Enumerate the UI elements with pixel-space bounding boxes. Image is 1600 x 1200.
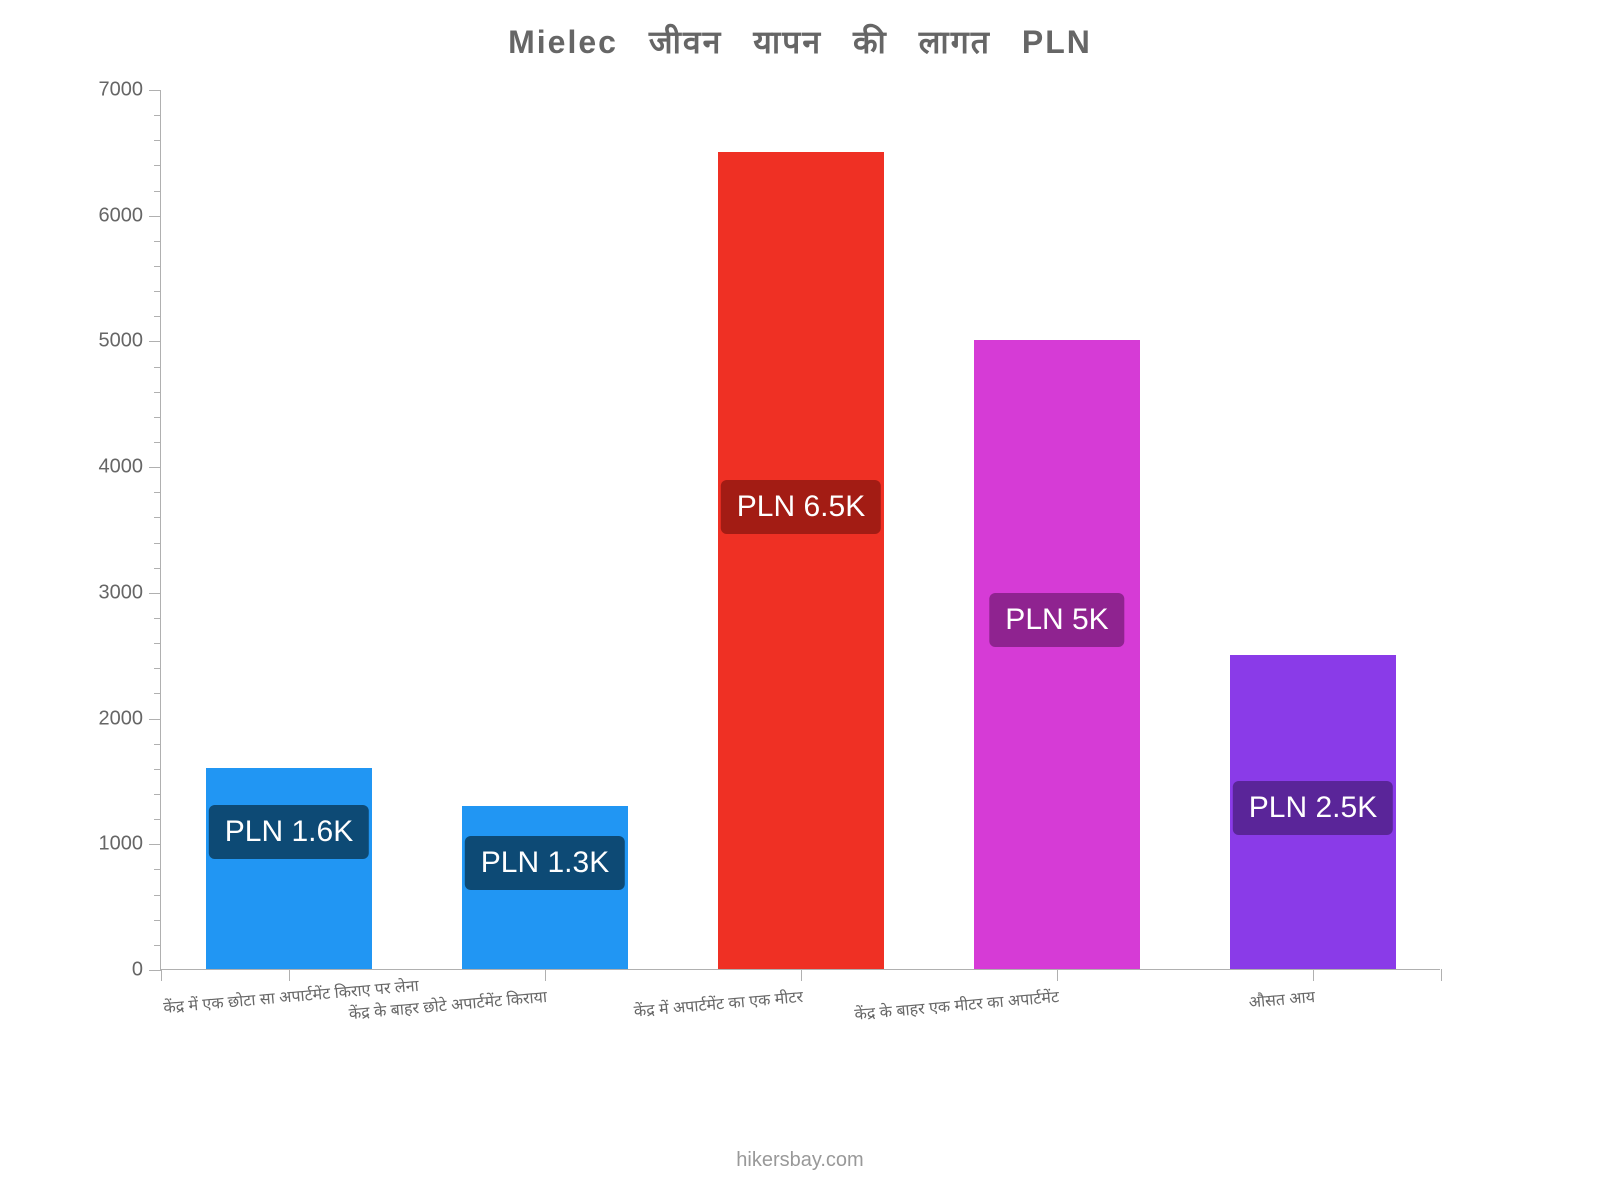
y-axis-minor-tick — [154, 543, 161, 544]
y-axis-minor-tick — [154, 492, 161, 493]
y-axis-tick-label: 5000 — [99, 330, 162, 353]
y-axis-minor-tick — [154, 442, 161, 443]
y-axis-minor-tick — [154, 291, 161, 292]
y-axis-minor-tick — [154, 191, 161, 192]
y-axis-tick-label: 2000 — [99, 707, 162, 730]
y-axis-minor-tick — [154, 568, 161, 569]
y-axis-minor-tick — [154, 920, 161, 921]
y-axis-minor-tick — [154, 668, 161, 669]
y-axis-minor-tick — [154, 392, 161, 393]
y-axis-minor-tick — [154, 417, 161, 418]
y-axis-minor-tick — [154, 769, 161, 770]
y-axis-minor-tick — [154, 744, 161, 745]
y-axis-minor-tick — [154, 945, 161, 946]
y-axis-minor-tick — [154, 316, 161, 317]
y-axis-minor-tick — [154, 895, 161, 896]
y-axis-minor-tick — [154, 618, 161, 619]
y-axis-minor-tick — [154, 266, 161, 267]
attribution-text: hikersbay.com — [0, 1149, 1600, 1172]
y-axis-minor-tick — [154, 517, 161, 518]
y-axis-tick-label: 4000 — [99, 456, 162, 479]
y-axis-minor-tick — [154, 794, 161, 795]
y-axis-minor-tick — [154, 115, 161, 116]
y-axis-minor-tick — [154, 165, 161, 166]
chart-title: Mielec जीवन यापन की लागत PLN — [80, 20, 1520, 63]
y-axis-tick-label: 1000 — [99, 833, 162, 856]
bar-value-label: PLN 1.6K — [209, 805, 369, 859]
bar-value-label: PLN 6.5K — [721, 480, 881, 534]
bar-value-label: PLN 1.3K — [465, 836, 625, 890]
bar-value-label: PLN 5K — [989, 593, 1124, 647]
y-axis-minor-tick — [154, 869, 161, 870]
y-axis-minor-tick — [154, 693, 161, 694]
y-axis-tick-label: 0 — [132, 959, 161, 982]
y-axis-minor-tick — [154, 643, 161, 644]
plot-area: 01000200030004000500060007000केंद्र में … — [160, 90, 1440, 970]
chart-bar — [206, 768, 372, 969]
y-axis-minor-tick — [154, 140, 161, 141]
bar-value-label: PLN 2.5K — [1233, 781, 1393, 835]
y-axis-minor-tick — [154, 241, 161, 242]
y-axis-minor-tick — [154, 367, 161, 368]
y-axis-tick-label: 3000 — [99, 581, 162, 604]
chart-container: Mielec जीवन यापन की लागत PLN 01000200030… — [80, 20, 1520, 1120]
y-axis-tick-label: 7000 — [99, 79, 162, 102]
y-axis-minor-tick — [154, 819, 161, 820]
y-axis-tick-label: 6000 — [99, 204, 162, 227]
chart-bar — [974, 340, 1140, 969]
x-axis-boundary-tick — [1441, 969, 1442, 981]
chart-bar — [718, 152, 884, 969]
x-axis-boundary-tick — [161, 969, 162, 981]
